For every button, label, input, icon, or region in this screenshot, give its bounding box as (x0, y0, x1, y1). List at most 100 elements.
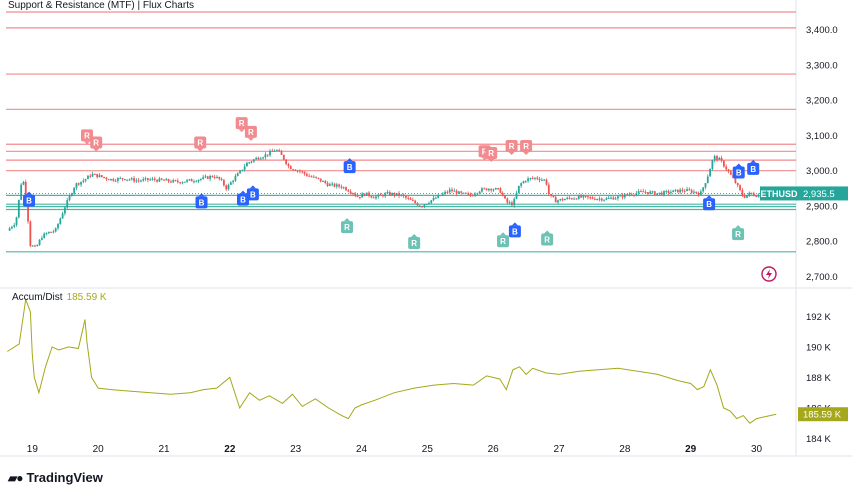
marker-badge (497, 235, 510, 248)
candle-body (649, 191, 652, 194)
candle-body (393, 193, 396, 196)
candle-body (315, 176, 317, 178)
candle-body (485, 188, 488, 191)
candle-body (338, 184, 341, 187)
candle-body (158, 178, 161, 182)
candle-body (517, 185, 520, 193)
marker-badge (485, 147, 498, 160)
candle-body (114, 180, 117, 182)
candle-body (195, 181, 198, 183)
buy-marker[interactable]: B (747, 159, 760, 175)
level-marker[interactable]: R (485, 147, 498, 163)
candle-body (89, 175, 92, 177)
candle-body (591, 197, 594, 199)
candle-body (278, 150, 281, 152)
candle-body (13, 225, 16, 227)
marker-label: B (199, 198, 205, 207)
candle-body (455, 190, 458, 194)
candle-body (672, 190, 675, 193)
candle-body (308, 175, 311, 177)
candle-body (255, 157, 258, 160)
marker-badge (541, 233, 554, 246)
candle-body (179, 182, 182, 184)
level-marker[interactable]: R (408, 233, 421, 249)
level-marker[interactable]: R (520, 140, 533, 156)
tradingview-logo-icon: ▰● (8, 470, 24, 485)
buy-marker[interactable]: B (23, 191, 36, 207)
candle-body (38, 239, 41, 246)
tradingview-logo[interactable]: ▰● TradingView (8, 470, 103, 485)
marker-label: R (523, 142, 529, 151)
indicator-legend[interactable]: Accum/Dist 185.59 K (12, 292, 107, 303)
candle-body (706, 176, 709, 184)
candle-body (312, 176, 315, 178)
candle-body (570, 198, 573, 200)
level-marker[interactable]: R (194, 136, 207, 152)
candle-body (287, 163, 290, 166)
candle-body (206, 176, 209, 179)
level-marker[interactable]: R (541, 230, 554, 246)
candle-body (24, 181, 27, 203)
level-marker[interactable]: R (90, 136, 103, 152)
marker-label: B (250, 190, 256, 199)
candle-body (748, 192, 751, 196)
marker-label: R (544, 235, 550, 244)
candle-body (716, 156, 718, 160)
candle-body (398, 193, 400, 196)
buy-marker[interactable]: B (508, 222, 521, 238)
candle-body (319, 178, 322, 182)
candle-body (478, 191, 481, 194)
candle-body (130, 178, 133, 180)
candle-body (741, 190, 744, 196)
candle-body (665, 191, 668, 193)
candle-body (352, 193, 354, 195)
candle-body (421, 206, 423, 208)
price-tick-label: 2,700.0 (806, 272, 838, 283)
buy-marker[interactable]: B (195, 193, 208, 209)
level-marker[interactable]: R (235, 117, 248, 133)
marker-pointer (411, 233, 418, 237)
candle-body (82, 180, 85, 182)
candle-body (469, 193, 472, 196)
candle-body (345, 187, 347, 191)
candle-body (697, 192, 700, 195)
buy-marker[interactable]: B (237, 190, 249, 206)
candle-body (347, 190, 350, 192)
accum-dist-series (7, 297, 777, 424)
time-tick-label: 19 (27, 444, 39, 455)
level-marker[interactable]: R (341, 218, 354, 234)
buy-marker[interactable]: B (703, 195, 716, 211)
marker-pointer (511, 222, 518, 226)
level-marker[interactable]: R (244, 125, 257, 141)
candle-body (160, 178, 163, 180)
candle-body (34, 245, 36, 247)
candle-body (223, 180, 225, 186)
candle-body (522, 181, 525, 184)
marker-pointer (249, 185, 256, 189)
level-marker[interactable]: R (497, 232, 510, 248)
axes: 3,400.0 3,300.0 3,200.0 3,100.0 3,000.0 2,900… (27, 25, 848, 455)
buy-marker[interactable]: B (343, 158, 356, 174)
marker-label: R (488, 149, 494, 158)
marker-pointer (198, 193, 205, 197)
candle-body (481, 188, 483, 192)
level-marker[interactable]: R (732, 225, 745, 241)
candle-body (679, 189, 682, 193)
candle-body (743, 195, 746, 198)
candle-body (137, 180, 140, 182)
buy-marker[interactable]: B (732, 163, 745, 179)
buy-marker[interactable]: B (246, 185, 259, 201)
candle-body (269, 150, 271, 156)
candle-body (723, 160, 725, 167)
candle-body (324, 181, 327, 184)
level-marker[interactable]: R (505, 140, 518, 156)
candle-body (439, 195, 442, 197)
marker-badge (235, 117, 248, 130)
symbol-label: ETHUSD (760, 189, 798, 199)
candle-body (720, 157, 723, 161)
candle-body (133, 178, 135, 182)
marker-pointer (500, 232, 507, 236)
level-marker[interactable]: R (80, 129, 93, 145)
marker-pointer (508, 152, 515, 156)
